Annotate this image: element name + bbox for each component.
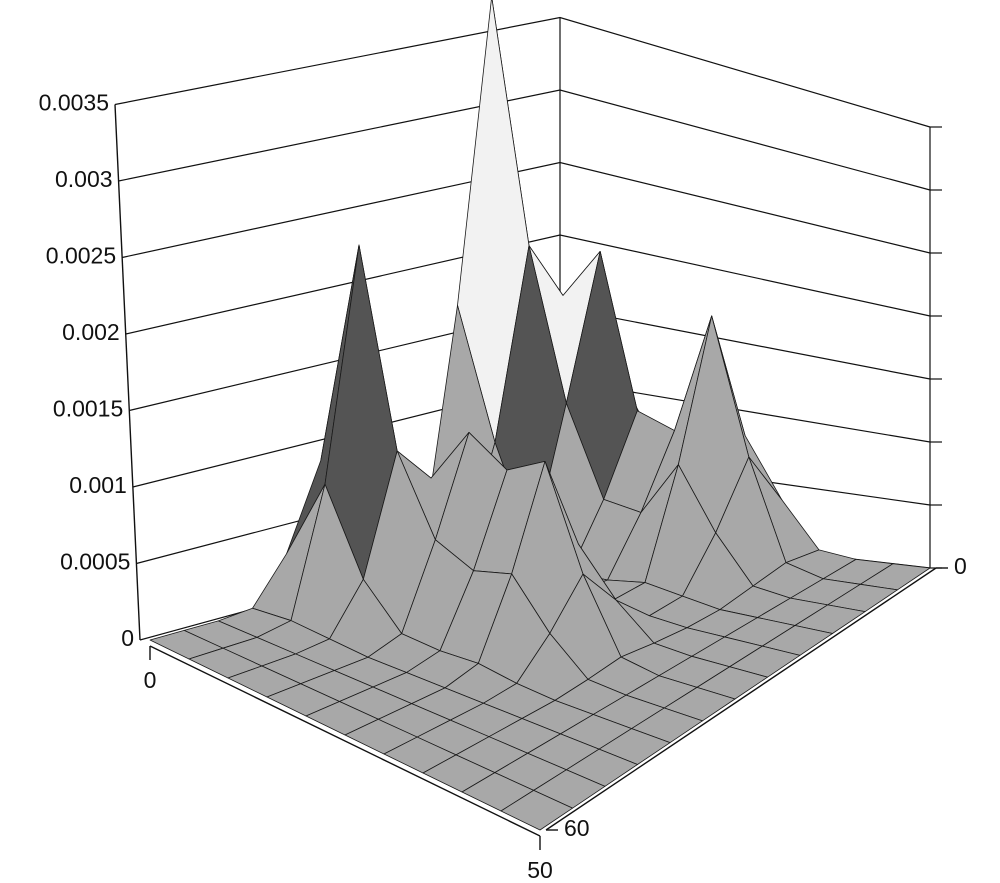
z-tick-label: 0.002 [62,319,120,345]
z-tick-label: 0.0015 [53,396,123,422]
surface-cell [500,789,573,831]
y-tick-label: 60 [564,815,590,841]
z-tick-label: 0.0025 [46,243,116,269]
y-axis [545,567,937,831]
z-tick-label: 0 [121,625,134,651]
x-axis [149,645,541,837]
z-tick-label: 0.001 [69,472,127,498]
z-tick-label: 0.0005 [60,549,130,575]
z-axis [114,104,141,641]
z-tick-label: 0.003 [55,166,113,192]
x-tick-label: 0 [144,667,157,693]
z-tick-label: 0.0035 [39,90,109,116]
y-tick-label: 0 [954,553,967,579]
x-tick-label: 50 [527,857,553,883]
